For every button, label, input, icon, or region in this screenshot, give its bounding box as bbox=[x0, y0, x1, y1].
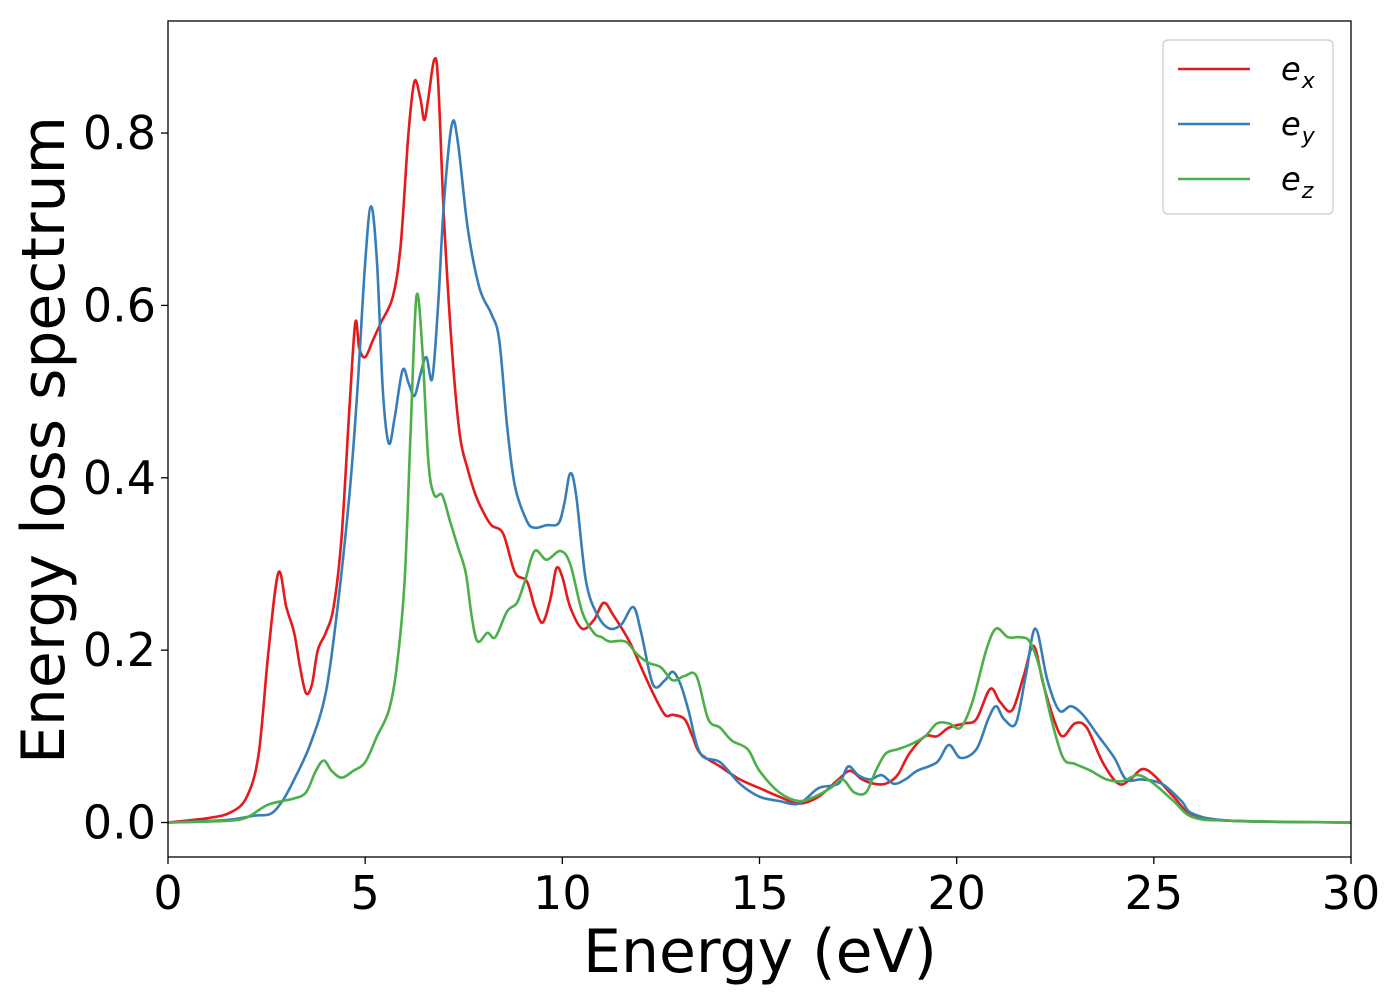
x-tick-label: 20 bbox=[927, 866, 986, 920]
legend-label-subscript: y bbox=[1301, 124, 1316, 149]
x-tick-label: 25 bbox=[1125, 866, 1184, 920]
legend-box bbox=[1162, 39, 1334, 215]
series-line-e-z bbox=[168, 292, 1351, 824]
x-tick-label: 15 bbox=[730, 866, 789, 920]
x-tick-label: 30 bbox=[1322, 866, 1381, 920]
y-axis-ticks: 0.0 0.2 0.4 0.6 0.8 bbox=[83, 106, 168, 850]
x-axis-ticks: 0 5 10 15 20 25 30 bbox=[153, 857, 1380, 920]
x-tick-label: 5 bbox=[351, 866, 380, 920]
y-tick-label: 0.6 bbox=[83, 278, 156, 332]
x-axis-title: Energy (eV) bbox=[583, 917, 937, 987]
legend-label-subscript: x bbox=[1301, 69, 1316, 94]
series-lines bbox=[168, 56, 1351, 824]
y-tick-label: 0.4 bbox=[83, 451, 156, 505]
y-axis-title: Energy loss spectrum bbox=[9, 116, 79, 764]
y-tick-label: 0.0 bbox=[83, 796, 156, 850]
legend-label-subscript: z bbox=[1301, 179, 1314, 204]
x-tick-label: 0 bbox=[153, 866, 182, 920]
y-tick-label: 0.2 bbox=[83, 623, 156, 677]
series-line-e-x bbox=[168, 56, 1351, 824]
x-tick-label: 10 bbox=[533, 866, 592, 920]
series-line-e-y bbox=[168, 119, 1351, 824]
y-tick-label: 0.8 bbox=[83, 106, 156, 160]
legend-label: ex bbox=[1281, 50, 1316, 94]
legend-label: ey bbox=[1281, 105, 1316, 149]
